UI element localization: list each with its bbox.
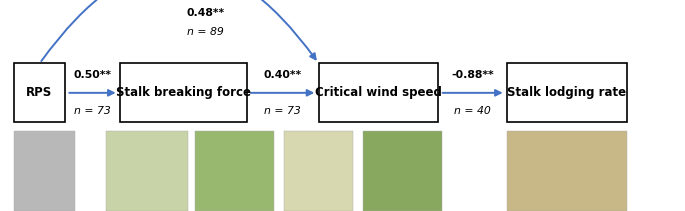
FancyBboxPatch shape xyxy=(284,131,353,211)
FancyArrowPatch shape xyxy=(41,0,316,61)
FancyBboxPatch shape xyxy=(106,131,188,211)
FancyBboxPatch shape xyxy=(507,131,627,211)
FancyBboxPatch shape xyxy=(14,63,65,122)
Text: Critical wind speed: Critical wind speed xyxy=(315,86,442,99)
Text: 0.40**: 0.40** xyxy=(263,70,301,80)
FancyBboxPatch shape xyxy=(195,131,274,211)
FancyBboxPatch shape xyxy=(507,63,627,122)
FancyBboxPatch shape xyxy=(363,131,442,211)
FancyBboxPatch shape xyxy=(120,63,247,122)
Text: n = 89: n = 89 xyxy=(187,27,224,37)
Text: n = 40: n = 40 xyxy=(454,106,491,115)
Text: n = 73: n = 73 xyxy=(74,106,111,115)
Text: n = 73: n = 73 xyxy=(264,106,301,115)
FancyBboxPatch shape xyxy=(14,131,75,211)
Text: RPS: RPS xyxy=(26,86,53,99)
Text: Stalk breaking force: Stalk breaking force xyxy=(116,86,251,99)
Text: Stalk lodging rate: Stalk lodging rate xyxy=(508,86,626,99)
FancyBboxPatch shape xyxy=(319,63,438,122)
Text: -0.88**: -0.88** xyxy=(451,70,494,80)
Text: 0.50**: 0.50** xyxy=(73,70,112,80)
Text: 0.48**: 0.48** xyxy=(186,8,225,18)
